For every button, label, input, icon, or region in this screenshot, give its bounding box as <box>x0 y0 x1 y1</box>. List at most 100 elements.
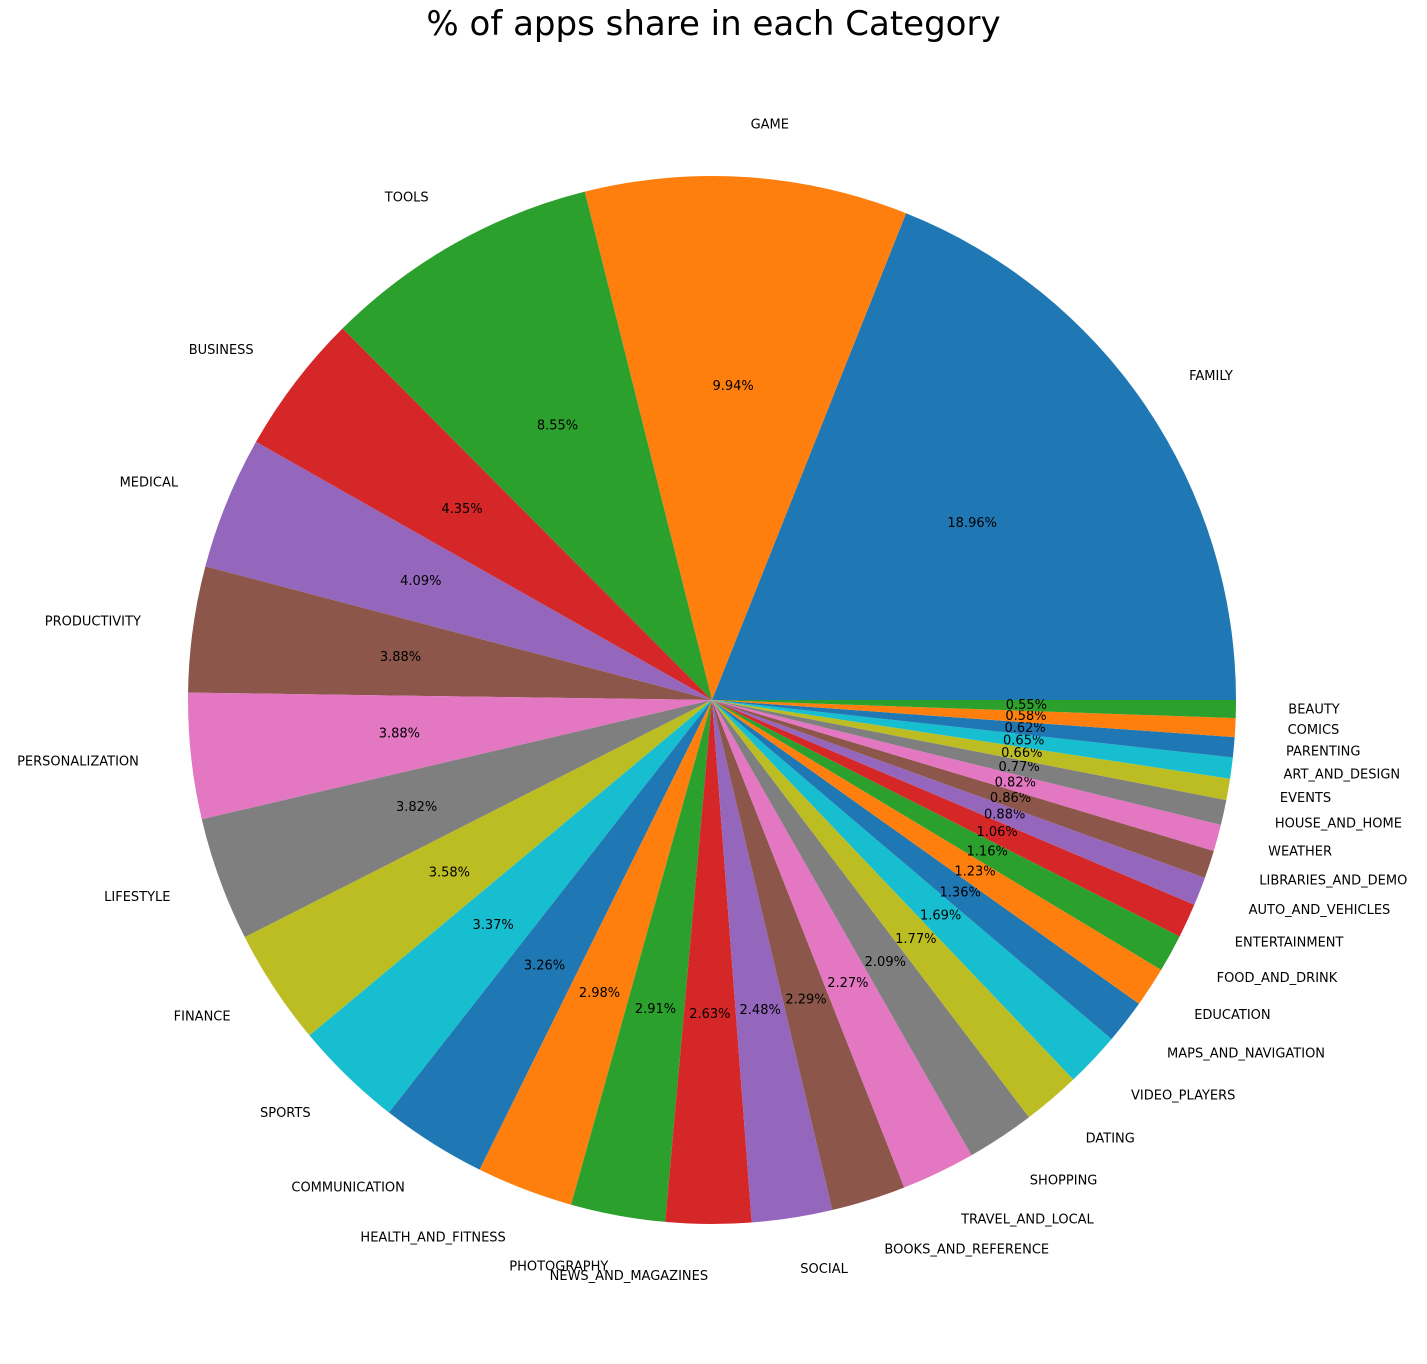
pie-slice-events <box>712 700 1231 801</box>
category-label-parenting: PARENTING <box>1286 745 1360 760</box>
pie-slice-lifestyle <box>201 700 712 938</box>
pct-label-parenting: 0.62% <box>1004 721 1045 736</box>
pct-label-sports: 3.37% <box>472 918 513 933</box>
pie-slice-art-and-design <box>712 700 1233 779</box>
pct-label-education: 1.23% <box>954 865 995 880</box>
chart-title: % of apps share in each Category <box>426 4 1001 44</box>
category-label-art-and-design: ART_AND_DESIGN <box>1284 767 1401 782</box>
pie-slice-travel-and-local <box>712 700 972 1188</box>
pct-label-personalization: 3.88% <box>379 726 420 741</box>
pie-slice-shopping <box>712 700 1029 1156</box>
pct-label-beauty: 0.55% <box>1006 698 1047 713</box>
category-label-libraries-and-demo: LIBRARIES_AND_DEMO <box>1259 873 1407 888</box>
category-label-finance: FINANCE <box>174 1009 231 1024</box>
pct-label-communication: 3.26% <box>524 959 565 974</box>
pie-slice-beauty <box>712 700 1236 719</box>
pct-label-tools: 8.55% <box>537 419 578 434</box>
pie-slice-house-and-home <box>712 700 1227 825</box>
pie-slice-health-and-fitness <box>479 700 712 1205</box>
category-label-tools: TOOLS <box>384 191 429 206</box>
pie-slice-family <box>712 213 1236 700</box>
pct-label-news-and-magazines: 2.63% <box>689 1007 730 1022</box>
pie-slice-sports <box>309 700 712 1113</box>
category-label-health-and-fitness: HEALTH_AND_FITNESS <box>360 1231 505 1246</box>
category-label-house-and-home: HOUSE_AND_HOME <box>1275 816 1402 831</box>
pct-label-food-and-drink: 1.16% <box>967 845 1008 860</box>
category-label-business: BUSINESS <box>189 343 254 358</box>
pie-slice-photography <box>571 700 712 1222</box>
category-label-beauty: BEAUTY <box>1288 703 1339 718</box>
pie-slice-food-and-drink <box>712 700 1180 970</box>
pct-label-video-players: 1.69% <box>920 908 961 923</box>
pct-label-travel-and-local: 2.27% <box>827 976 868 991</box>
pct-label-game: 9.94% <box>712 379 753 394</box>
category-label-shopping: SHOPPING <box>1030 1173 1098 1188</box>
category-label-comics: COMICS <box>1288 723 1340 738</box>
pie-slice-business <box>255 328 712 700</box>
pie-slice-video-players <box>712 700 1112 1080</box>
category-label-game: GAME <box>751 117 789 132</box>
pct-label-finance: 3.58% <box>429 865 470 880</box>
category-label-communication: COMMUNICATION <box>291 1180 405 1195</box>
pct-label-house-and-home: 0.77% <box>998 760 1039 775</box>
category-label-maps-and-navigation: MAPS_AND_NAVIGATION <box>1167 1046 1325 1061</box>
category-label-sports: SPORTS <box>260 1106 311 1121</box>
category-label-weather: WEATHER <box>1268 844 1332 859</box>
pct-label-photography: 2.91% <box>635 1002 676 1017</box>
category-label-photography: PHOTOGRAPHY <box>509 1260 608 1275</box>
category-label-auto-and-vehicles: AUTO_AND_VEHICLES <box>1249 903 1391 918</box>
pie-slice-tools <box>342 191 712 700</box>
category-label-medical: MEDICAL <box>120 475 179 490</box>
category-label-productivity: PRODUCTIVITY <box>45 614 141 629</box>
pct-label-weather: 0.82% <box>995 775 1036 790</box>
pie-slice-news-and-magazines <box>665 700 752 1224</box>
category-label-family: FAMILY <box>1189 369 1233 384</box>
pie-slice-auto-and-vehicles <box>712 700 1205 905</box>
pct-label-libraries-and-demo: 0.86% <box>990 791 1031 806</box>
pie-slice-parenting <box>712 700 1235 758</box>
pct-label-health-and-fitness: 2.98% <box>579 986 620 1001</box>
pie-slice-productivity <box>188 566 713 700</box>
pie-slice-medical <box>205 441 712 700</box>
pie-slice-entertainment <box>712 700 1195 937</box>
category-label-travel-and-local: TRAVEL_AND_LOCAL <box>960 1212 1094 1227</box>
pct-label-shopping: 2.09% <box>865 955 906 970</box>
pct-label-family: 18.96% <box>947 516 997 531</box>
category-label-personalization: PERSONALIZATION <box>17 755 139 770</box>
pct-label-events: 0.66% <box>1001 746 1042 761</box>
pct-label-books-and-reference: 2.29% <box>785 993 826 1008</box>
pie-slice-maps-and-navigation <box>712 700 1139 1040</box>
pie-slice-personalization <box>187 692 712 820</box>
category-label-events: EVENTS <box>1280 791 1331 806</box>
pct-label-comics: 0.58% <box>1005 709 1046 724</box>
pie-slice-finance <box>244 700 712 1036</box>
pct-label-productivity: 3.88% <box>380 650 421 665</box>
category-label-video-players: VIDEO_PLAYERS <box>1131 1088 1235 1103</box>
category-label-lifestyle: LIFESTYLE <box>104 890 170 905</box>
category-label-news-and-magazines: NEWS_AND_MAGAZINES <box>550 1269 708 1284</box>
pie-slice-libraries-and-demo <box>712 700 1214 878</box>
pct-label-entertainment: 1.06% <box>976 825 1017 840</box>
pct-label-lifestyle: 3.82% <box>396 800 437 815</box>
pie-slice-communication <box>388 700 712 1170</box>
pct-label-social: 2.48% <box>740 1003 781 1018</box>
pie-slice-weather <box>712 700 1221 851</box>
category-label-social: SOCIAL <box>800 1262 848 1277</box>
pie-slice-books-and-reference <box>712 700 905 1210</box>
category-label-books-and-reference: BOOKS_AND_REFERENCE <box>884 1243 1049 1258</box>
pie-slice-game <box>584 176 907 700</box>
pct-label-medical: 4.09% <box>400 574 441 589</box>
category-label-education: EDUCATION <box>1194 1008 1270 1023</box>
pie-slice-comics <box>712 700 1236 738</box>
pct-label-auto-and-vehicles: 0.88% <box>984 807 1025 822</box>
pct-label-business: 4.35% <box>441 502 482 517</box>
pct-label-art-and-design: 0.65% <box>1003 733 1044 748</box>
pie-slice-social <box>712 700 833 1223</box>
pie-slice-education <box>712 700 1162 1004</box>
category-label-food-and-drink: FOOD_AND_DRINK <box>1217 971 1338 986</box>
pct-label-maps-and-navigation: 1.36% <box>940 886 981 901</box>
category-label-dating: DATING <box>1086 1131 1135 1146</box>
pct-label-dating: 1.77% <box>895 932 936 947</box>
pie-slice-dating <box>712 700 1074 1118</box>
